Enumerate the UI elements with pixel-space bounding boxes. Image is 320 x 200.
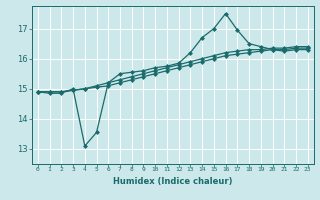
X-axis label: Humidex (Indice chaleur): Humidex (Indice chaleur) <box>113 177 233 186</box>
